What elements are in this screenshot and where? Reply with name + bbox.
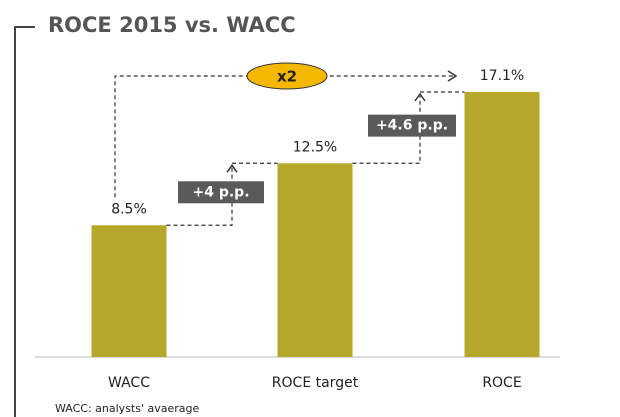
x-tick-label: WACC — [108, 375, 150, 391]
annotation: x2 — [277, 68, 297, 86]
frame-bracket — [14, 26, 35, 417]
value-label: 17.1% — [480, 68, 524, 84]
value-label: 12.5% — [293, 139, 337, 155]
bar — [464, 92, 540, 357]
annotation: +4 p.p. — [192, 184, 249, 200]
arrow-head — [447, 70, 458, 82]
annotation: +4.6 p.p. — [376, 118, 448, 134]
connector — [166, 167, 233, 226]
connector — [114, 75, 454, 198]
bar — [91, 225, 167, 357]
x-tick-label: ROCE — [482, 375, 521, 391]
x-tick-label: ROCE target — [272, 375, 359, 391]
value-label: 8.5% — [111, 201, 147, 217]
arrow-head — [414, 92, 426, 102]
arrow-head — [226, 163, 238, 173]
bar — [277, 163, 353, 357]
annotation-ellipse — [246, 62, 328, 90]
chart-title: ROCE 2015 vs. WACC — [48, 13, 296, 37]
footnote: WACC: analysts' avaerage — [55, 402, 199, 415]
annotation-box — [178, 181, 264, 204]
annotation-box — [368, 114, 456, 137]
